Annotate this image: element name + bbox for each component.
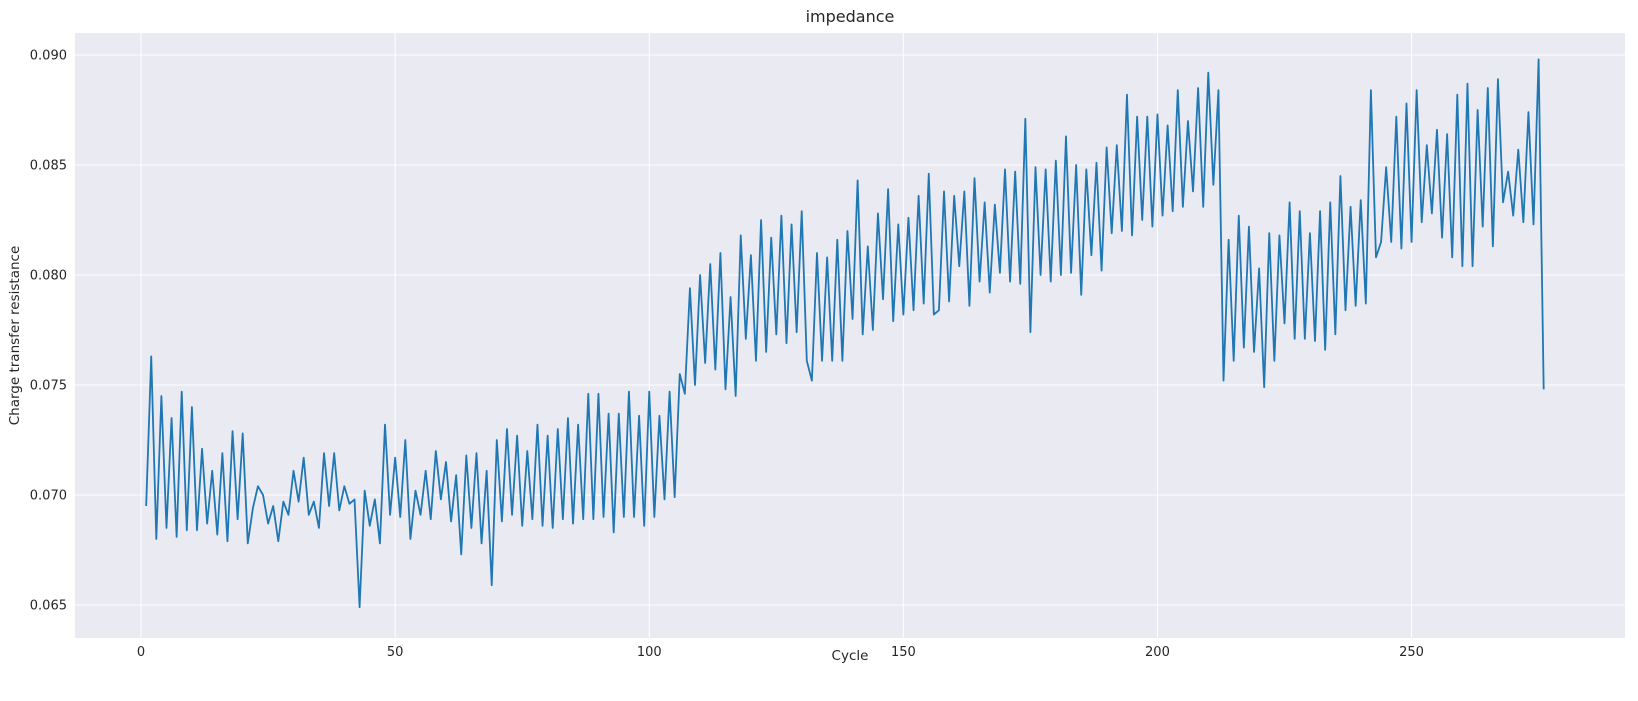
y-tick-label: 0.070 xyxy=(30,489,67,504)
chart-title: impedance xyxy=(806,7,895,26)
x-axis-ticks: 0 50 100 150 200 250 xyxy=(137,645,1424,660)
y-tick-label: 0.075 xyxy=(30,379,67,394)
series-layer xyxy=(145,58,1545,609)
series-line xyxy=(145,58,1545,609)
y-tick-label: 0.065 xyxy=(30,599,67,614)
y-tick-label: 0.090 xyxy=(30,49,67,64)
y-axis-ticks: 0.065 0.070 0.075 0.080 0.085 0.090 xyxy=(30,49,67,614)
x-tick-label: 100 xyxy=(637,645,662,660)
x-tick-label: 50 xyxy=(387,645,404,660)
y-tick-label: 0.080 xyxy=(30,269,67,284)
x-tick-label: 200 xyxy=(1145,645,1170,660)
y-axis-label: Charge transfer resistance xyxy=(7,246,23,426)
plot-area xyxy=(75,33,1625,638)
x-tick-label: 150 xyxy=(891,645,916,660)
x-tick-label: 250 xyxy=(1399,645,1424,660)
x-axis-label: Cycle xyxy=(832,648,869,664)
x-tick-label: 0 xyxy=(137,645,145,660)
y-tick-label: 0.085 xyxy=(30,159,67,174)
